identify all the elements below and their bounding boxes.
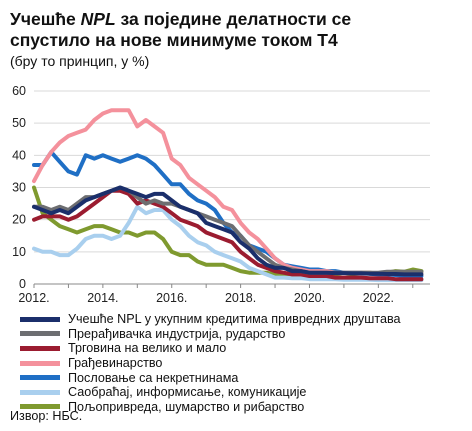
y-tick-label: 20 (12, 213, 26, 227)
legend-label: Учешће NPL у укупним кредитима привредни… (68, 312, 401, 327)
legend-item: Пољопривреда, шумарство и рибарство (20, 400, 470, 415)
legend-swatch (20, 360, 60, 366)
x-tick-label: 2020. (294, 291, 325, 305)
source-note: Извор: НБС. (10, 409, 83, 423)
legend-label: Пословање са некретнинама (68, 370, 239, 385)
title-part-pre: Учешће (10, 9, 81, 29)
legend-item: Грађевинарство (20, 356, 470, 371)
series-line (32, 108, 424, 276)
grid-lines (34, 90, 430, 253)
legend-label: Пољопривреда, шумарство и рибарство (68, 399, 305, 414)
legend-swatch (20, 331, 60, 337)
x-tick-label: 2018. (225, 291, 256, 305)
x-tick-label: 2016. (156, 291, 187, 305)
y-tick-label: 10 (12, 245, 26, 259)
y-tick-label: 50 (12, 116, 26, 130)
chart-legend: Учешће NPL у укупним кредитима привредни… (20, 312, 470, 414)
chart-title: Учешће NPL за поједине делатности се спу… (10, 9, 462, 51)
legend-label: Саобраћај, информисање, комуникације (68, 385, 307, 400)
legend-item: Трговина на велико и мало (20, 341, 470, 356)
y-tick-label: 30 (12, 181, 26, 195)
chart-subtitle: (бру то принцип, у %) (10, 53, 150, 69)
y-tick-label: 0 (19, 277, 26, 291)
legend-label: Прерађивачка индустрија, рударство (68, 326, 286, 341)
x-tick-labels: 2012. 2014. 2016. 2018. 2020. 2022. (18, 291, 394, 305)
legend-swatch (20, 375, 60, 381)
series-line (32, 188, 424, 282)
legend-item: Прерађивачка индустрија, рударство (20, 327, 470, 342)
x-tick-label: 2014. (87, 291, 118, 305)
series-lines (32, 108, 424, 283)
legend-item: Учешће NPL у укупним кредитима привредни… (20, 312, 470, 327)
legend-swatch (20, 316, 60, 322)
axes (33, 283, 430, 288)
chart-title-line-2: спустило на нове минимуме током Т4 (10, 30, 338, 50)
legend-item: Саобраћај, информисање, комуникације (20, 385, 470, 400)
y-tick-labels: 0 10 20 30 40 50 60 (12, 84, 26, 291)
legend-label: Трговина на велико и мало (68, 341, 227, 356)
y-tick-label: 60 (12, 84, 26, 98)
legend-swatch (20, 389, 60, 395)
title-part-post: за поједине делатности се (115, 9, 352, 29)
x-tick-label: 2022. (363, 291, 394, 305)
legend-label: Грађевинарство (68, 356, 163, 371)
legend-swatch (20, 345, 60, 351)
legend-swatch (20, 404, 60, 410)
chart-title-line-1: Учешће NPL за поједине делатности се (10, 9, 462, 30)
x-tick-label: 2012. (18, 291, 49, 305)
legend-item: Пословање са некретнинама (20, 370, 470, 385)
series-line (32, 204, 424, 283)
series-line (32, 185, 424, 277)
title-part-npl: NPL (80, 9, 116, 29)
y-tick-label: 40 (12, 148, 26, 162)
